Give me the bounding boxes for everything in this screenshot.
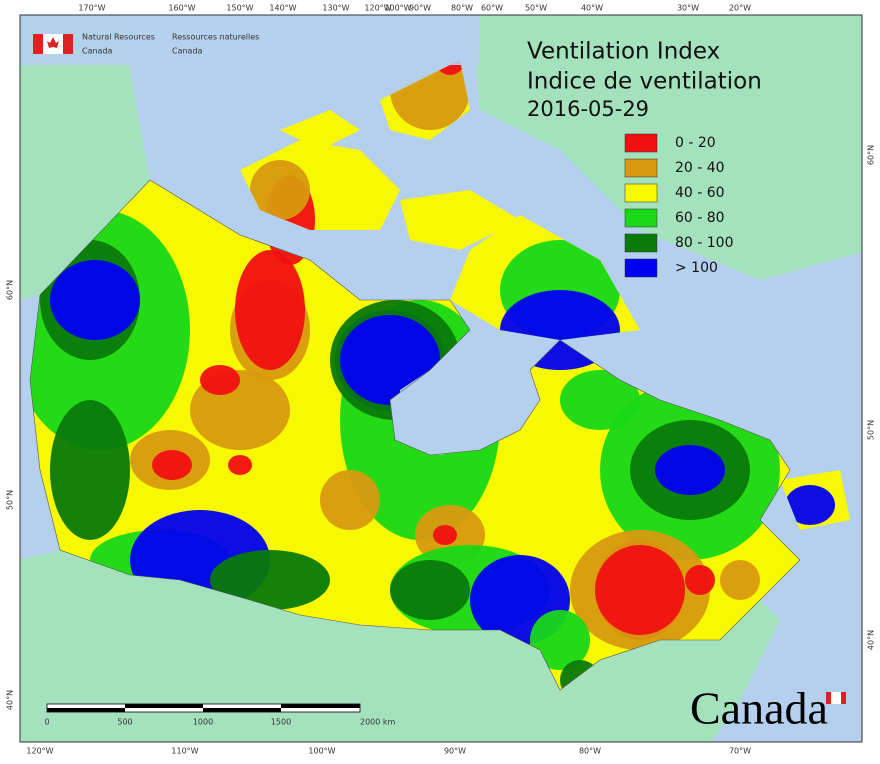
index-area [50, 400, 130, 540]
title: Indice de ventilation [527, 69, 762, 95]
longitude-label: 90°W [444, 747, 466, 756]
longitude-label: 160°W [168, 4, 195, 13]
index-area [560, 370, 640, 430]
hudson-bay [400, 335, 520, 455]
index-area [785, 485, 835, 525]
header-en: Natural Resources [82, 33, 155, 42]
legend-swatch [624, 258, 658, 278]
legend-swatch [624, 158, 658, 178]
index-area [530, 610, 590, 670]
header-en: Canada [82, 47, 113, 56]
index-area [320, 470, 380, 530]
latitude-label: 40°N [867, 630, 876, 650]
wordmark: Canada [690, 683, 828, 734]
wordmark-flag [831, 692, 841, 704]
longitude-label: 60°W [481, 4, 503, 13]
longitude-label: 80°W [579, 747, 601, 756]
longitude-label: 70°W [729, 747, 751, 756]
latitude-label: 50°N [6, 490, 15, 510]
scale-seg [203, 708, 281, 712]
legend-swatch [624, 133, 658, 153]
flag-bar [33, 34, 43, 54]
legend-label: 60 - 80 [675, 210, 725, 226]
flag [33, 34, 73, 54]
longitude-label: 90°W [409, 4, 431, 13]
scale-seg [47, 708, 125, 712]
scale-bar [46, 703, 361, 713]
scale-label: 0 [44, 718, 49, 727]
longitude-label: 80°W [451, 4, 473, 13]
legend-label: 40 - 60 [675, 185, 725, 201]
scale-seg [125, 704, 203, 708]
longitude-label: 130°W [322, 4, 349, 13]
index-area [595, 545, 685, 635]
flag-bar [63, 34, 73, 54]
alaska [20, 15, 150, 300]
longitude-label: 40°W [581, 4, 603, 13]
header-fr: Canada [172, 47, 203, 56]
legend: 0 - 20 20 - 40 40 - 60 60 - 80 80 - 100 > 100 [624, 133, 734, 278]
scale-label: 1500 [271, 718, 291, 727]
longitude-label: 150°W [226, 4, 253, 13]
longitude-label: 110°W [171, 747, 198, 756]
index-area [235, 250, 305, 370]
legend-label: 0 - 20 [675, 135, 716, 151]
title: Ventilation Index [527, 39, 720, 65]
header-bg [20, 15, 480, 65]
index-area [250, 160, 310, 220]
index-area [200, 365, 240, 395]
legend-label: > 100 [675, 260, 718, 276]
longitude-label: 50°W [525, 4, 547, 13]
latitude-label: 40°N [6, 690, 15, 710]
index-area [390, 560, 470, 620]
longitude-label: 170°W [78, 4, 105, 13]
legend-swatch [624, 183, 658, 203]
legend-swatch [624, 233, 658, 253]
scale-label: 2000 km [360, 718, 396, 727]
border [29, 179, 801, 691]
index-area [152, 450, 192, 480]
greenland [470, 15, 862, 280]
latitude-label: 60°N [867, 145, 876, 165]
legend-label: 20 - 40 [675, 160, 725, 176]
usa [20, 550, 780, 742]
longitude-label: 100°W [384, 4, 411, 13]
scale-label: 1000 [193, 718, 213, 727]
frame [19, 14, 863, 743]
longitude-label: 140°W [269, 4, 296, 13]
index-area [685, 565, 715, 595]
longitude-label: 120°W [364, 4, 391, 13]
longitude-label: 120°W [26, 747, 53, 756]
header-fr: Ressources naturelles [172, 33, 259, 42]
map-area [20, 15, 862, 742]
index-area [433, 525, 457, 545]
longitude-label: 100°W [308, 747, 335, 756]
latitude-label: 60°N [6, 280, 15, 300]
index-area [210, 550, 330, 610]
date: 2016-05-29 [527, 97, 649, 121]
longitude-label: 20°W [729, 4, 751, 13]
scale-label: 500 [117, 718, 132, 727]
index-area [720, 560, 760, 600]
latitude-label: 50°N [867, 420, 876, 440]
flag-leaf [47, 37, 59, 48]
legend-swatch [624, 208, 658, 228]
index-area [655, 445, 725, 495]
legend-label: 80 - 100 [675, 235, 734, 251]
longitude-label: 30°W [677, 4, 699, 13]
index-area [228, 455, 252, 475]
scale-seg [281, 704, 360, 708]
index-area [50, 260, 140, 340]
